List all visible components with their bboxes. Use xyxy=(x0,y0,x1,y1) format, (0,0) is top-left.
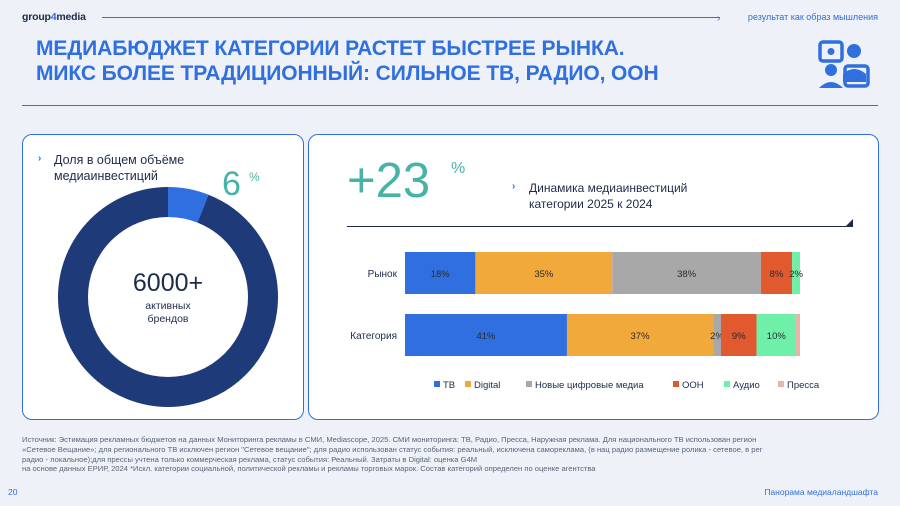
bar-segment xyxy=(566,314,714,356)
people-icon xyxy=(818,40,870,88)
legend-label: Новые цифровые медиа xyxy=(535,380,644,391)
bar-segment xyxy=(796,314,800,356)
media-mix-chart: Рынок 18% 35% 38% 8% 2% Категория 41% 37% 2% 9% 10%… xyxy=(350,252,820,391)
legend-label: ТВ xyxy=(443,380,455,391)
share-value: 6 xyxy=(222,165,241,203)
donut-chart xyxy=(58,187,278,407)
legend-swatch xyxy=(778,381,784,387)
data-label: 2% xyxy=(789,269,803,280)
share-label: Доля в общем объёме медиаинвестиций xyxy=(54,153,185,183)
share-unit: % xyxy=(249,170,260,184)
source-line: «Сетевое Вещание»; для регионального ТВ … xyxy=(22,444,763,454)
data-label: 10% xyxy=(767,331,787,342)
arrow-right-icon: › xyxy=(717,13,721,24)
bar-segment xyxy=(713,314,721,356)
corner-triangle-icon xyxy=(845,219,853,227)
bar-segment xyxy=(405,314,567,356)
data-label: 37% xyxy=(631,331,651,342)
data-label: 41% xyxy=(476,331,496,342)
legend-label: OOH xyxy=(682,380,704,391)
data-label: 18% xyxy=(431,269,451,280)
legend-label: Аудио xyxy=(733,380,760,391)
legend-label: Digital xyxy=(474,380,500,391)
page-title: Медиабюджет категории растет быстрее рын… xyxy=(36,36,796,86)
data-label: 8% xyxy=(770,269,784,280)
chevron-right-icon: › xyxy=(38,153,42,164)
growth-unit: % xyxy=(451,160,466,177)
data-label: 2% xyxy=(710,331,724,342)
bar-segment xyxy=(760,252,793,294)
source-line: Источник: Эстимация рекламных бюджетов н… xyxy=(22,435,757,444)
brands-count: 6000+ xyxy=(132,268,204,297)
legend-label: Пресса xyxy=(787,380,820,391)
legend-swatch xyxy=(724,381,730,387)
legend-swatch xyxy=(434,381,440,387)
data-label: 35% xyxy=(534,269,554,280)
bar-segment xyxy=(721,314,757,356)
bar-segment xyxy=(475,252,613,294)
growth-label: Динамика медиаинвестиций категории 2025 … xyxy=(529,181,688,211)
growth-divider xyxy=(347,226,852,227)
growth-value: +23 xyxy=(347,154,431,208)
source-line: радио - локальное);для прессы учтена тол… xyxy=(22,454,478,464)
page-number: 20 xyxy=(8,487,18,497)
slogan: результат как образ мышления xyxy=(747,12,878,22)
logo: group4media xyxy=(22,11,86,23)
legend-swatch xyxy=(526,381,532,387)
donut-slice-rest xyxy=(58,187,278,407)
bar-segment xyxy=(792,252,800,294)
legend-swatch xyxy=(465,381,471,387)
page-title-line-1: Медиабюджет категории растет быстрее рын… xyxy=(36,37,625,60)
source-note: Источник: Эстимация рекламных бюджетов н… xyxy=(22,435,872,474)
footer-title: Панорама медиаландшафта xyxy=(764,487,878,497)
legend-swatch xyxy=(673,381,679,387)
bar-segment xyxy=(405,252,476,294)
header-divider xyxy=(102,17,720,18)
data-label: 9% xyxy=(732,331,746,342)
category-label: Категория xyxy=(350,331,397,342)
page-title-line-2: Микс более традиционный: сильное ТВ, рад… xyxy=(36,62,659,85)
brands-label: активных брендов xyxy=(145,299,191,325)
bar-segment xyxy=(756,314,797,356)
bar-segment xyxy=(612,252,761,294)
chevron-right-icon: › xyxy=(512,181,516,192)
source-line: на основе данных ЕРИР, 2024 *Искл. катег… xyxy=(22,464,596,474)
donut-center: 6000+ активных брендов xyxy=(57,186,279,408)
title-divider xyxy=(22,105,878,106)
category-label: Рынок xyxy=(368,269,398,280)
data-label: 38% xyxy=(677,269,697,280)
